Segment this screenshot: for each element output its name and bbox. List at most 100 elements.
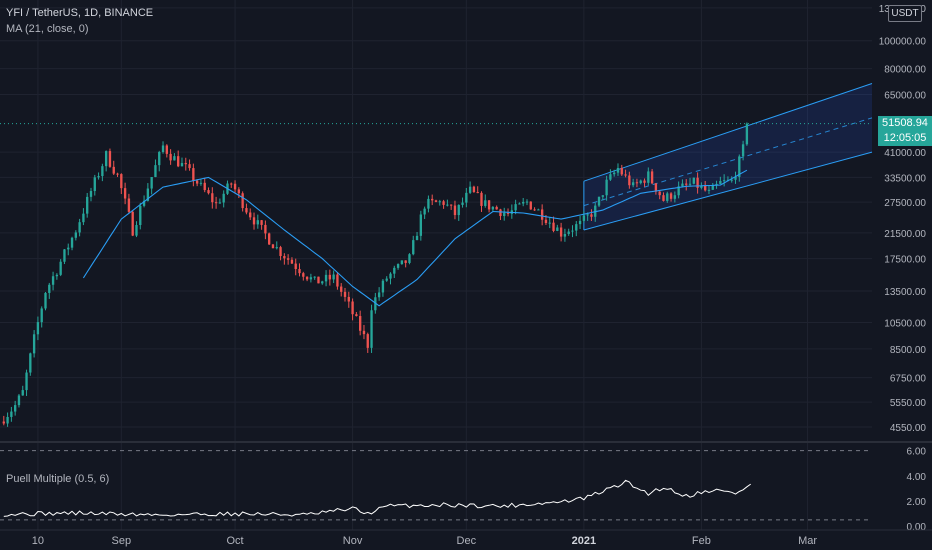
candle-body bbox=[688, 183, 692, 185]
candle-body bbox=[6, 416, 9, 424]
time-axis-label: Dec bbox=[457, 535, 477, 547]
candle-body bbox=[328, 274, 332, 280]
candle-body bbox=[654, 183, 658, 192]
candle-body bbox=[313, 276, 316, 278]
candle-body bbox=[491, 206, 495, 210]
candle-body bbox=[669, 193, 673, 199]
candle-body bbox=[188, 164, 191, 169]
candle-body bbox=[108, 151, 112, 167]
candle-body bbox=[184, 163, 187, 165]
candle-body bbox=[256, 220, 259, 225]
price-axis-label: 17500.00 bbox=[884, 255, 926, 266]
candle-body bbox=[271, 244, 275, 249]
candle-body bbox=[82, 213, 85, 223]
candle-body bbox=[268, 233, 271, 245]
candle-body bbox=[484, 200, 487, 206]
candle-body bbox=[582, 215, 586, 221]
price-axis-label: 80000.00 bbox=[884, 65, 926, 76]
price-axis-label: 27500.00 bbox=[884, 198, 926, 209]
candle-body bbox=[666, 193, 669, 201]
candle-body bbox=[309, 277, 313, 280]
candle-body bbox=[393, 267, 396, 274]
candle-body bbox=[442, 201, 445, 205]
candle-body bbox=[86, 196, 89, 214]
candle-body bbox=[480, 192, 483, 206]
candle-body bbox=[180, 163, 184, 167]
candle-body bbox=[161, 145, 165, 153]
candle-body bbox=[586, 214, 589, 216]
candle-body bbox=[404, 260, 407, 263]
candle-body bbox=[738, 156, 741, 177]
candle-body bbox=[525, 201, 529, 203]
time-axis-label: Feb bbox=[692, 535, 711, 547]
candle-body bbox=[419, 214, 423, 236]
candle-body bbox=[544, 219, 548, 224]
candle-body bbox=[696, 177, 699, 188]
candle-body bbox=[457, 204, 460, 216]
time-axis-label: 10 bbox=[32, 535, 44, 547]
candle-body bbox=[635, 182, 639, 184]
candle-body bbox=[438, 201, 441, 203]
candle-body bbox=[559, 227, 563, 237]
candle-body bbox=[63, 249, 66, 262]
candle-body bbox=[374, 297, 377, 311]
candle-body bbox=[233, 183, 237, 190]
candle-body bbox=[36, 322, 40, 335]
candle-body bbox=[2, 421, 5, 424]
ma-legend[interactable]: MA (21, close, 0) bbox=[6, 23, 89, 35]
candle-body bbox=[120, 174, 123, 189]
candle-body bbox=[734, 176, 737, 180]
candle-body bbox=[154, 165, 157, 178]
candle-body bbox=[101, 166, 104, 177]
candle-body bbox=[423, 208, 426, 215]
candle-body bbox=[533, 209, 536, 211]
candle-body bbox=[146, 188, 150, 201]
candle-body bbox=[317, 276, 320, 284]
candle-body bbox=[613, 172, 616, 175]
candle-body bbox=[55, 274, 59, 277]
price-axis-label: 21500.00 bbox=[884, 229, 926, 240]
candle-body bbox=[650, 171, 654, 184]
candle-body bbox=[142, 200, 146, 206]
channel-upper-line bbox=[583, 83, 873, 182]
candle-body bbox=[199, 182, 203, 184]
candle-body bbox=[529, 201, 532, 210]
candle-body bbox=[97, 176, 100, 178]
candle-body bbox=[237, 189, 241, 194]
candle-body bbox=[241, 193, 244, 209]
price-axis-label: 10500.00 bbox=[884, 318, 926, 329]
candle-body bbox=[355, 314, 358, 317]
puell-axis-label: 6.00 bbox=[907, 447, 927, 458]
candle-body bbox=[522, 201, 525, 204]
ma-line bbox=[82, 169, 748, 307]
candle-body bbox=[286, 258, 290, 260]
candle-body bbox=[499, 209, 502, 217]
price-axis-label: 6750.00 bbox=[890, 374, 927, 385]
candle-body bbox=[730, 179, 733, 181]
candle-body bbox=[10, 411, 13, 417]
candle-body bbox=[741, 144, 745, 157]
candle-body bbox=[476, 192, 479, 194]
candle-body bbox=[370, 310, 373, 348]
puell-axis-label: 4.00 bbox=[907, 472, 927, 483]
candle-body bbox=[218, 202, 222, 204]
candle-body bbox=[446, 204, 449, 206]
candle-body bbox=[135, 225, 138, 236]
candle-body bbox=[631, 182, 635, 186]
candle-body bbox=[358, 316, 362, 331]
candle-body bbox=[294, 263, 297, 270]
countdown-tag: 12:05:05 bbox=[878, 131, 932, 147]
candle-body bbox=[677, 186, 680, 196]
candle-body bbox=[260, 220, 263, 225]
candle-body bbox=[704, 185, 707, 191]
candle-body bbox=[131, 211, 134, 236]
candle-body bbox=[44, 292, 47, 309]
candle-body bbox=[427, 198, 430, 209]
puell-legend[interactable]: Puell Multiple (0.5, 6) bbox=[6, 473, 110, 485]
currency-unit-button[interactable]: USDT bbox=[888, 5, 922, 22]
candle-body bbox=[590, 214, 593, 217]
candle-body bbox=[290, 259, 294, 264]
candle-body bbox=[673, 195, 677, 199]
candle-body bbox=[29, 353, 32, 373]
